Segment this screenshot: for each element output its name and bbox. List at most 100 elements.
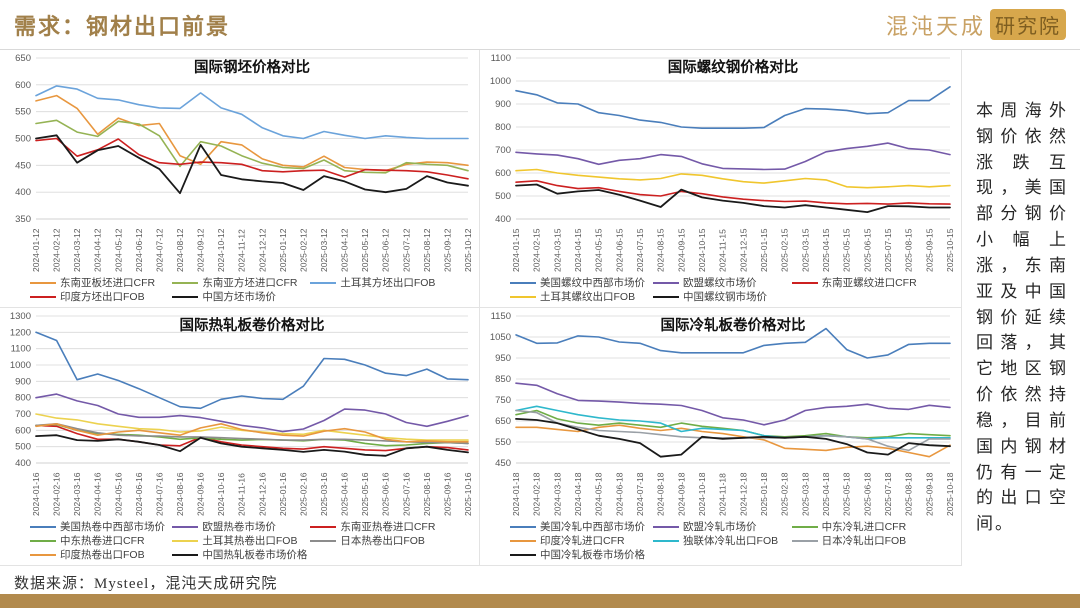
legend-row: 东南亚板坯进口CFR 东南亚方坯进口CFR 土耳其方坯出口FOB <box>30 276 475 290</box>
legend-label: 中东冷轧进口CFR <box>821 521 907 533</box>
legend-row: 中东热卷进口CFR 土耳其热卷出口FOB 日本热卷出口FOB <box>30 534 475 548</box>
x-tick-label: 2024-06-15 <box>614 228 624 272</box>
footer-accent-bar <box>0 594 1080 608</box>
y-tick-label: 900 <box>15 376 31 387</box>
legend-label: 中国热轧板卷市场价格 <box>202 549 308 561</box>
legend-row: 印度热卷出口FOB 中国热轧板卷市场价格 <box>30 548 475 562</box>
y-tick-label: 450 <box>495 458 511 469</box>
y-tick-label: 650 <box>15 53 31 64</box>
page-title: 需求：钢材出口前景 <box>14 13 231 39</box>
legend-label: 中东热卷进口CFR <box>60 535 145 547</box>
legend-row: 印度方坯出口FOB 中国方坯市场价 <box>30 290 475 304</box>
series-line-3 <box>515 168 951 189</box>
x-tick-label: 2025-09-15 <box>924 228 934 272</box>
x-tick-label: 2024-12-16 <box>257 472 267 516</box>
legend-label: 印度方坯出口FOB <box>60 291 145 303</box>
legend-item: 土耳其方坯出口FOB <box>310 276 475 290</box>
y-tick-label: 500 <box>15 442 31 453</box>
x-tick-label: 2025-02-15 <box>780 228 790 272</box>
series-line-6 <box>515 418 951 458</box>
y-tick-label: 400 <box>495 214 511 225</box>
legend-label: 欧盟螺纹市场价 <box>683 277 757 289</box>
series-line-4 <box>35 134 469 195</box>
x-tick-label: 2024-02-12 <box>52 228 62 272</box>
legend-line-swatch <box>510 296 536 298</box>
y-tick-label: 1200 <box>10 327 31 338</box>
x-tick-label: 2025-04-12 <box>340 228 350 272</box>
legend-line-swatch <box>791 282 818 284</box>
legend-label: 土耳其螺纹出口FOB <box>540 291 636 303</box>
x-tick-label: 2024-07-18 <box>635 472 645 516</box>
x-tick-label: 2025-03-15 <box>800 228 810 272</box>
x-tick-label: 2024-08-16 <box>175 472 185 516</box>
legend-item: 印度方坯出口FOB <box>30 290 172 304</box>
legend-label: 欧盟热卷市场价 <box>202 521 276 533</box>
legend-item: 日本冷轧出口FOB <box>791 534 957 548</box>
y-tick-label: 700 <box>495 145 511 156</box>
series-line-1 <box>515 382 951 426</box>
x-tick-label: 2024-10-12 <box>216 228 226 272</box>
x-tick-label: 2024-07-16 <box>154 472 164 516</box>
x-tick-label: 2024-09-18 <box>676 472 686 516</box>
x-tick-label: 2024-01-18 <box>511 472 521 516</box>
series-line-0 <box>515 327 951 359</box>
x-tick-label: 2025-07-12 <box>401 228 411 272</box>
x-tick-label: 2024-08-15 <box>656 228 666 272</box>
legend-line-swatch <box>791 526 818 528</box>
legend-item: 东南亚热卷进口CFR <box>310 520 475 534</box>
legend-label: 东南亚方坯进口CFR <box>202 277 298 289</box>
x-tick-label: 2025-04-16 <box>340 472 350 516</box>
legend-row: 土耳其螺纹出口FOB 中国螺纹钢市场价 <box>510 290 957 304</box>
legend-line-swatch <box>510 540 536 542</box>
legend-label: 欧盟冷轧市场价 <box>683 521 757 533</box>
x-tick-label: 2025-01-15 <box>759 228 769 272</box>
legend-item: 中国螺纹钢市场价 <box>653 290 792 304</box>
legend-label: 东南亚螺纹进口CFR <box>821 277 917 289</box>
x-tick-label: 2024-11-16 <box>237 473 247 516</box>
chart-panel-crc: 450 550 650 750 850 950 1050 1150 国际冷轧板卷价格对比 2024… <box>480 308 962 566</box>
rebar-chart-legend: 美国螺纹中西部市场价 欧盟螺纹市场价 东南亚螺纹进口CFR 土耳其螺纹出口FOB 中国螺… <box>480 275 961 306</box>
x-tick-label: 2024-08-18 <box>656 472 666 516</box>
y-tick-label: 500 <box>15 134 31 145</box>
chart-panel-billet: 350 400 450 500 550 600 650 国际钢坯价格对比 2024-01-12 2… <box>0 50 480 308</box>
x-tick-label: 2024-03-16 <box>72 472 82 516</box>
x-tick-label: 2024-02-18 <box>532 472 542 516</box>
legend-label: 日本热卷出口FOB <box>340 535 425 547</box>
x-tick-label: 2024-05-12 <box>113 228 123 272</box>
legend-label: 印度冷轧进口CFR <box>540 535 625 547</box>
legend-label: 中国螺纹钢市场价 <box>683 291 768 303</box>
x-tick-label: 2024-12-18 <box>738 472 748 516</box>
x-tick-label: 2024-09-12 <box>196 228 206 272</box>
legend-line-swatch <box>172 540 199 542</box>
charts-grid: 350 400 450 500 550 600 650 国际钢坯价格对比 2024-01-12 2… <box>0 50 1080 566</box>
x-tick-label: 2025-07-18 <box>883 472 893 516</box>
legend-row: 美国螺纹中西部市场价 欧盟螺纹市场价 东南亚螺纹进口CFR <box>510 276 957 290</box>
commentary-sidebar: 本周海外钢价依然涨跌互现，美国部分钢价小幅上涨，东南亚及中国钢价延续回落，其它地… <box>962 50 1080 566</box>
x-tick-label: 2024-04-18 <box>573 472 583 516</box>
x-tick-label: 2024-05-18 <box>594 472 604 516</box>
x-tick-label: 2025-05-12 <box>360 228 370 272</box>
x-tick-label: 2024-10-15 <box>697 228 707 272</box>
y-tick-label: 450 <box>15 160 31 171</box>
y-tick-label: 700 <box>15 409 31 420</box>
y-tick-label: 900 <box>495 99 511 110</box>
crc-chart-legend: 美国冷轧中西部市场价 欧盟冷轧市场价 中东冷轧进口CFR 印度冷轧进口CFR 独联体冷轧… <box>480 519 961 564</box>
x-tick-label: 2024-03-18 <box>552 472 562 516</box>
y-tick-label: 600 <box>15 80 31 91</box>
legend-item: 中东冷轧进口CFR <box>791 520 957 534</box>
legend-line-swatch <box>510 526 536 528</box>
x-tick-label: 2024-05-15 <box>594 228 604 272</box>
x-tick-label: 2024-06-12 <box>134 228 144 272</box>
x-tick-label: 2025-09-12 <box>442 228 452 272</box>
billet-chart-legend: 东南亚板坯进口CFR 东南亚方坯进口CFR 土耳其方坯出口FOB 印度方坯出口FOB 中… <box>0 275 479 306</box>
legend-item: 中国热轧板卷市场价格 <box>172 548 310 562</box>
x-tick-label: 2024-04-12 <box>93 228 103 272</box>
x-tick-label: 2025-06-12 <box>381 228 391 272</box>
x-tick-label: 2024-03-12 <box>72 228 82 272</box>
legend-label: 土耳其热卷出口FOB <box>202 535 298 547</box>
legend-line-swatch <box>653 296 680 298</box>
chart-title: 国际螺纹钢价格对比 <box>668 58 799 76</box>
x-tick-label: 2024-11-15 <box>718 229 728 272</box>
x-tick-label: 2025-09-18 <box>924 472 934 516</box>
